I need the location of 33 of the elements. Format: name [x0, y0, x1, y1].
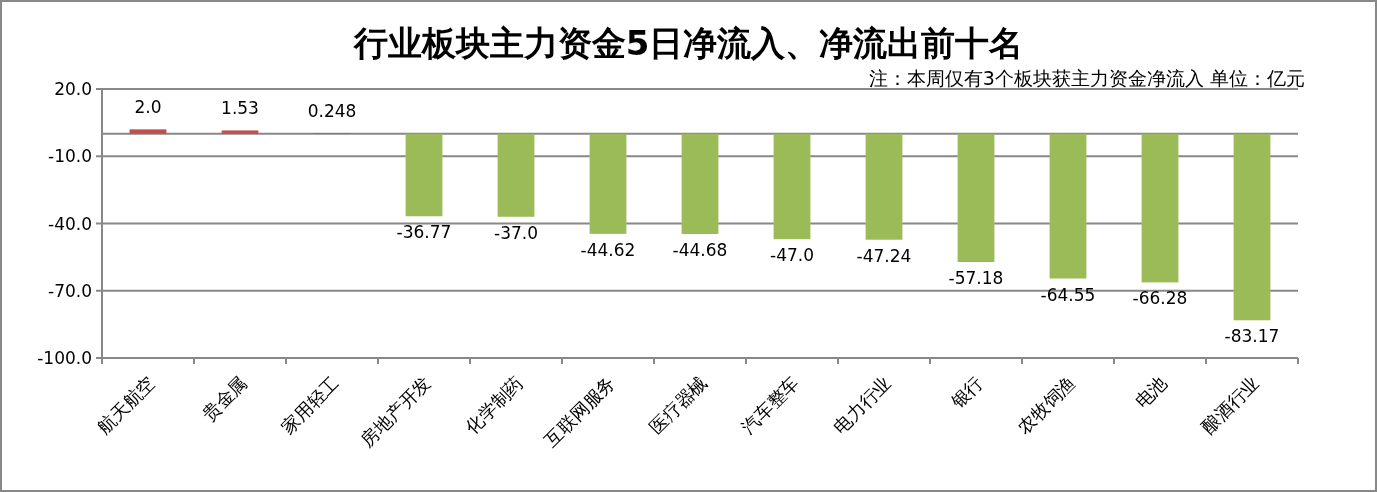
- data-label: -66.28: [1132, 288, 1188, 309]
- x-tick-label: 银行: [945, 371, 987, 413]
- data-label: 2.0: [134, 97, 162, 118]
- x-tick-label: 化学制药: [461, 371, 527, 438]
- data-label: 1.53: [221, 98, 259, 119]
- x-tick-label: 电池: [1130, 371, 1171, 413]
- y-tick-label: -100.0: [37, 348, 92, 368]
- x-tick-label: 医疗器械: [645, 371, 711, 438]
- data-label: -47.0: [770, 245, 814, 266]
- data-label: -83.17: [1224, 326, 1280, 347]
- x-tick-label: 农牧饲渔: [1013, 371, 1079, 438]
- x-tick-label: 贵金属: [197, 371, 251, 426]
- x-tick-label: 电力行业: [829, 371, 895, 438]
- y-tick-label: 20.0: [54, 79, 92, 99]
- data-label: -47.24: [856, 245, 912, 266]
- data-label: -36.77: [396, 222, 452, 243]
- data-label: -57.18: [948, 268, 1004, 289]
- data-label: -64.55: [1040, 284, 1096, 305]
- x-tick-label: 航天航空: [93, 371, 159, 438]
- data-label: -37.0: [494, 222, 538, 243]
- annotation: 注：本周仅有3个板块获主力资金净流入 单位：亿元: [868, 67, 1305, 89]
- data-label: -44.62: [580, 239, 636, 260]
- x-tick-label: 酿酒行业: [1197, 371, 1263, 438]
- x-tick-label: 家用轻工: [277, 371, 343, 438]
- x-tick-label: 互联网服务: [540, 371, 619, 451]
- y-tick-label: -70.0: [48, 280, 92, 301]
- data-label: 0.248: [307, 101, 357, 122]
- x-tick-label: 汽车整车: [737, 371, 803, 438]
- y-tick-label: -40.0: [48, 213, 92, 234]
- chart-title: 行业板块主力资金5日净流入、净流出前十名: [352, 23, 1024, 63]
- y-tick-label: -10.0: [48, 146, 92, 167]
- x-tick-label: 房地产开发: [356, 371, 435, 451]
- data-label: -44.68: [672, 239, 728, 260]
